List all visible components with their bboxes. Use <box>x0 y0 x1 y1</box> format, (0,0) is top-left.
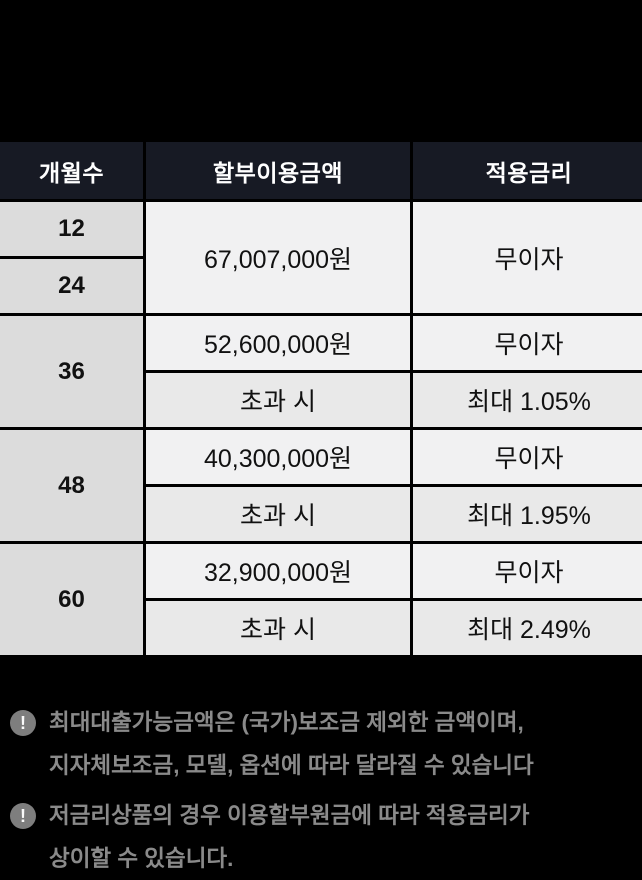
table-row: 36 52,600,000원 무이자 <box>0 315 642 372</box>
months-cell-24: 24 <box>0 258 145 315</box>
rate-cell-36: 무이자 <box>412 315 642 372</box>
footnote-low-rate: ! 저금리상품의 경우 이용할부원금에 따라 적용금리가 상이할 수 있습니다. <box>10 794 630 880</box>
table-header-row: 개월수 할부이용금액 적용금리 <box>0 141 642 201</box>
footnotes: ! 최대대출가능금액은 (국가)보조금 제외한 금액이며, 지자체보조금, 모델… <box>10 701 630 880</box>
column-header-months: 개월수 <box>0 141 145 201</box>
excess-rate-cell-60: 최대 2.49% <box>412 600 642 657</box>
table-row: 60 32,900,000원 무이자 <box>0 543 642 600</box>
rate-cell-48: 무이자 <box>412 429 642 486</box>
amount-cell-36: 52,600,000원 <box>145 315 412 372</box>
months-cell-36: 36 <box>0 315 145 429</box>
rate-cell-60: 무이자 <box>412 543 642 600</box>
footnote-text: 최대대출가능금액은 (국가)보조금 제외한 금액이며, 지자체보조금, 모델, … <box>49 701 534 787</box>
table-row: 48 40,300,000원 무이자 <box>0 429 642 486</box>
excess-label-cell-36: 초과 시 <box>145 372 412 429</box>
excess-rate-cell-48: 최대 1.95% <box>412 486 642 543</box>
months-cell-12: 12 <box>0 201 145 258</box>
exclamation-icon: ! <box>10 710 36 736</box>
excess-label-cell-48: 초과 시 <box>145 486 412 543</box>
table-row: 12 67,007,000원 무이자 <box>0 201 642 258</box>
amount-cell-48: 40,300,000원 <box>145 429 412 486</box>
column-header-amount: 할부이용금액 <box>145 141 412 201</box>
footnote-max-loan: ! 최대대출가능금액은 (국가)보조금 제외한 금액이며, 지자체보조금, 모델… <box>10 701 630 787</box>
installment-rate-table: 개월수 할부이용금액 적용금리 12 67,007,000원 무이자 24 36… <box>0 139 642 658</box>
footnote-text: 저금리상품의 경우 이용할부원금에 따라 적용금리가 상이할 수 있습니다. <box>49 794 529 880</box>
excess-label-cell-60: 초과 시 <box>145 600 412 657</box>
amount-cell-60: 32,900,000원 <box>145 543 412 600</box>
amount-cell-12-24: 67,007,000원 <box>145 201 412 315</box>
column-header-rate: 적용금리 <box>412 141 642 201</box>
months-cell-60: 60 <box>0 543 145 657</box>
rate-cell-12-24: 무이자 <box>412 201 642 315</box>
excess-rate-cell-36: 최대 1.05% <box>412 372 642 429</box>
months-cell-48: 48 <box>0 429 145 543</box>
exclamation-icon: ! <box>10 803 36 829</box>
